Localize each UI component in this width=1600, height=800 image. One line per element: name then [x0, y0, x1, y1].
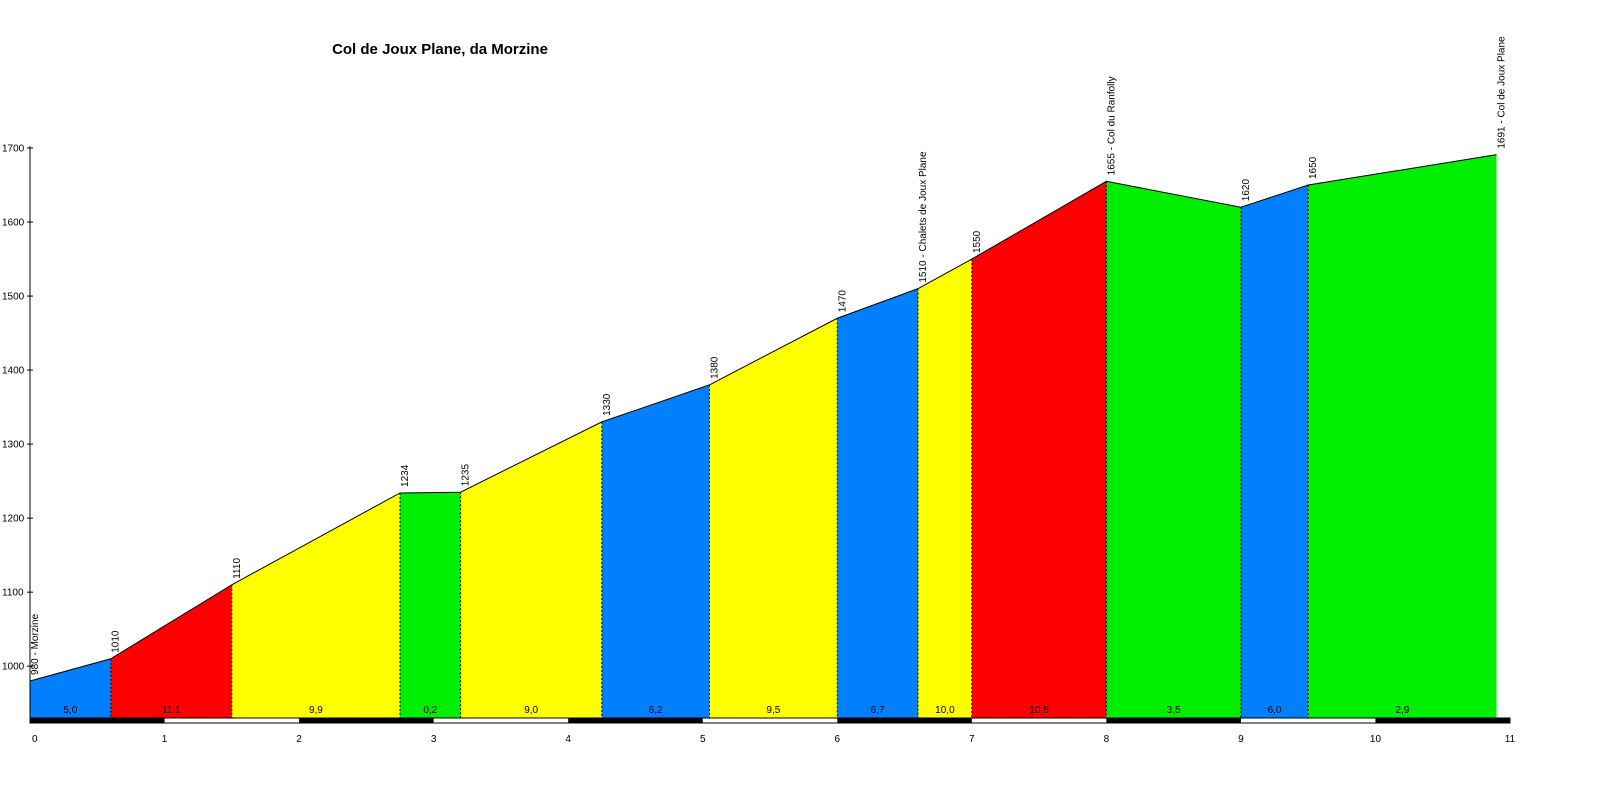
x-tick-label-10: 10 [1370, 734, 1382, 745]
segment-gradient-label-11: 6,0 [1268, 705, 1282, 716]
segment-gradient-label-8: 10,0 [935, 705, 955, 716]
segment-gradient-label-2: 9,9 [309, 705, 323, 716]
x-tick-label-4: 4 [565, 734, 571, 745]
x-tick-label-11: 11 [1505, 734, 1516, 745]
segment-gradient-label-0: 5,0 [63, 705, 77, 716]
point-elevation-label-0: 980 - Morzine [30, 613, 41, 675]
y-tick-label-0: 1000 [2, 662, 25, 673]
x-tick-label-6: 6 [834, 734, 840, 745]
segment-area-7 [837, 288, 918, 718]
segment-area-9 [971, 181, 1107, 718]
separators-layer [110, 181, 1309, 718]
x-axis-bar-stripe-10 [1375, 718, 1510, 723]
x-axis-bar-stripe-4 [568, 718, 703, 723]
segment-gradient-label-5: 6,2 [649, 705, 663, 716]
y-tick-label-7: 1700 [2, 144, 25, 155]
segment-area-5 [601, 384, 710, 718]
y-tick-label-2: 1200 [2, 514, 25, 525]
y-tick-label-1: 1100 [2, 588, 24, 599]
point-elevation-label-7: 1470 [837, 290, 848, 313]
segment-area-10 [1106, 181, 1241, 718]
y-tick-label-4: 1400 [2, 366, 25, 377]
segment-gradient-label-1: 11,1 [162, 705, 181, 716]
profile-layer [29, 154, 1497, 682]
segment-gradient-label-3: 0,2 [423, 705, 437, 716]
x-tick-label-2: 2 [296, 734, 302, 745]
x-tick-label-9: 9 [1238, 734, 1244, 745]
segment-gradient-label-12: 2,9 [1395, 705, 1409, 716]
segment-area-4 [460, 421, 602, 718]
x-tick-label-7: 7 [969, 734, 975, 745]
x-tick-label-5: 5 [700, 734, 706, 745]
profile-line [29, 154, 1497, 682]
point-elevation-label-12: 1650 [1308, 156, 1319, 179]
point-elevation-label-3: 1234 [400, 464, 411, 487]
x-axis-bar-stripe-0 [30, 718, 165, 723]
point-elevation-label-1: 1010 [111, 630, 122, 653]
point-elevation-label-6: 1380 [709, 356, 720, 379]
point-elevation-label-10: 1655 - Col du Ranfolly [1106, 76, 1117, 175]
point-elevation-label-13: 1691 - Col de Joux Plane [1497, 36, 1508, 149]
x-axis-bar-stripe-8 [1106, 718, 1241, 723]
point-elevation-label-11: 1620 [1241, 179, 1252, 202]
chart-title: Col de Joux Plane, da Morzine [332, 41, 548, 58]
y-tick-label-5: 1500 [2, 292, 25, 303]
point-elevation-label-2: 1110 [232, 558, 243, 579]
segment-gradient-label-9: 10,5 [1029, 705, 1049, 716]
y-tick-label-3: 1300 [2, 440, 25, 451]
segment-area-8 [918, 259, 972, 718]
labels-layer: 5,0 11,1 9,9 0,2 9,0 6,2 9,5 6,7 10,0 10,5 3,5 6,0 2… [30, 36, 1508, 716]
segments-layer [30, 154, 1497, 718]
x-axis-bar-stripe-2 [299, 718, 434, 723]
x-tick-label-3: 3 [431, 734, 437, 745]
segment-area-11 [1240, 185, 1309, 718]
point-elevation-label-4: 1235 [461, 464, 472, 487]
segment-area-2 [231, 492, 400, 718]
x-tick-label-8: 8 [1104, 734, 1110, 745]
point-elevation-label-9: 1550 [972, 230, 983, 253]
segment-gradient-label-7: 6,7 [871, 705, 885, 716]
x-tick-label-0: 0 [32, 734, 38, 745]
segment-area-12 [1308, 154, 1497, 718]
point-elevation-label-8: 1510 - Chalets de Joux Plane [918, 151, 929, 283]
segment-area-1 [110, 584, 232, 718]
segment-gradient-label-6: 9,5 [766, 705, 780, 716]
x-tick-label-1: 1 [162, 734, 168, 745]
segment-area-0 [30, 658, 111, 718]
segment-gradient-label-10: 3,5 [1167, 705, 1181, 716]
segment-area-3 [400, 492, 461, 718]
segment-gradient-label-4: 9,0 [524, 705, 538, 716]
y-tick-label-6: 1600 [2, 218, 25, 229]
x-axis-bar [29, 717, 1511, 724]
segment-area-6 [709, 318, 838, 718]
x-axis-bar-stripe-6 [837, 718, 972, 723]
point-elevation-label-5: 1330 [602, 393, 613, 416]
